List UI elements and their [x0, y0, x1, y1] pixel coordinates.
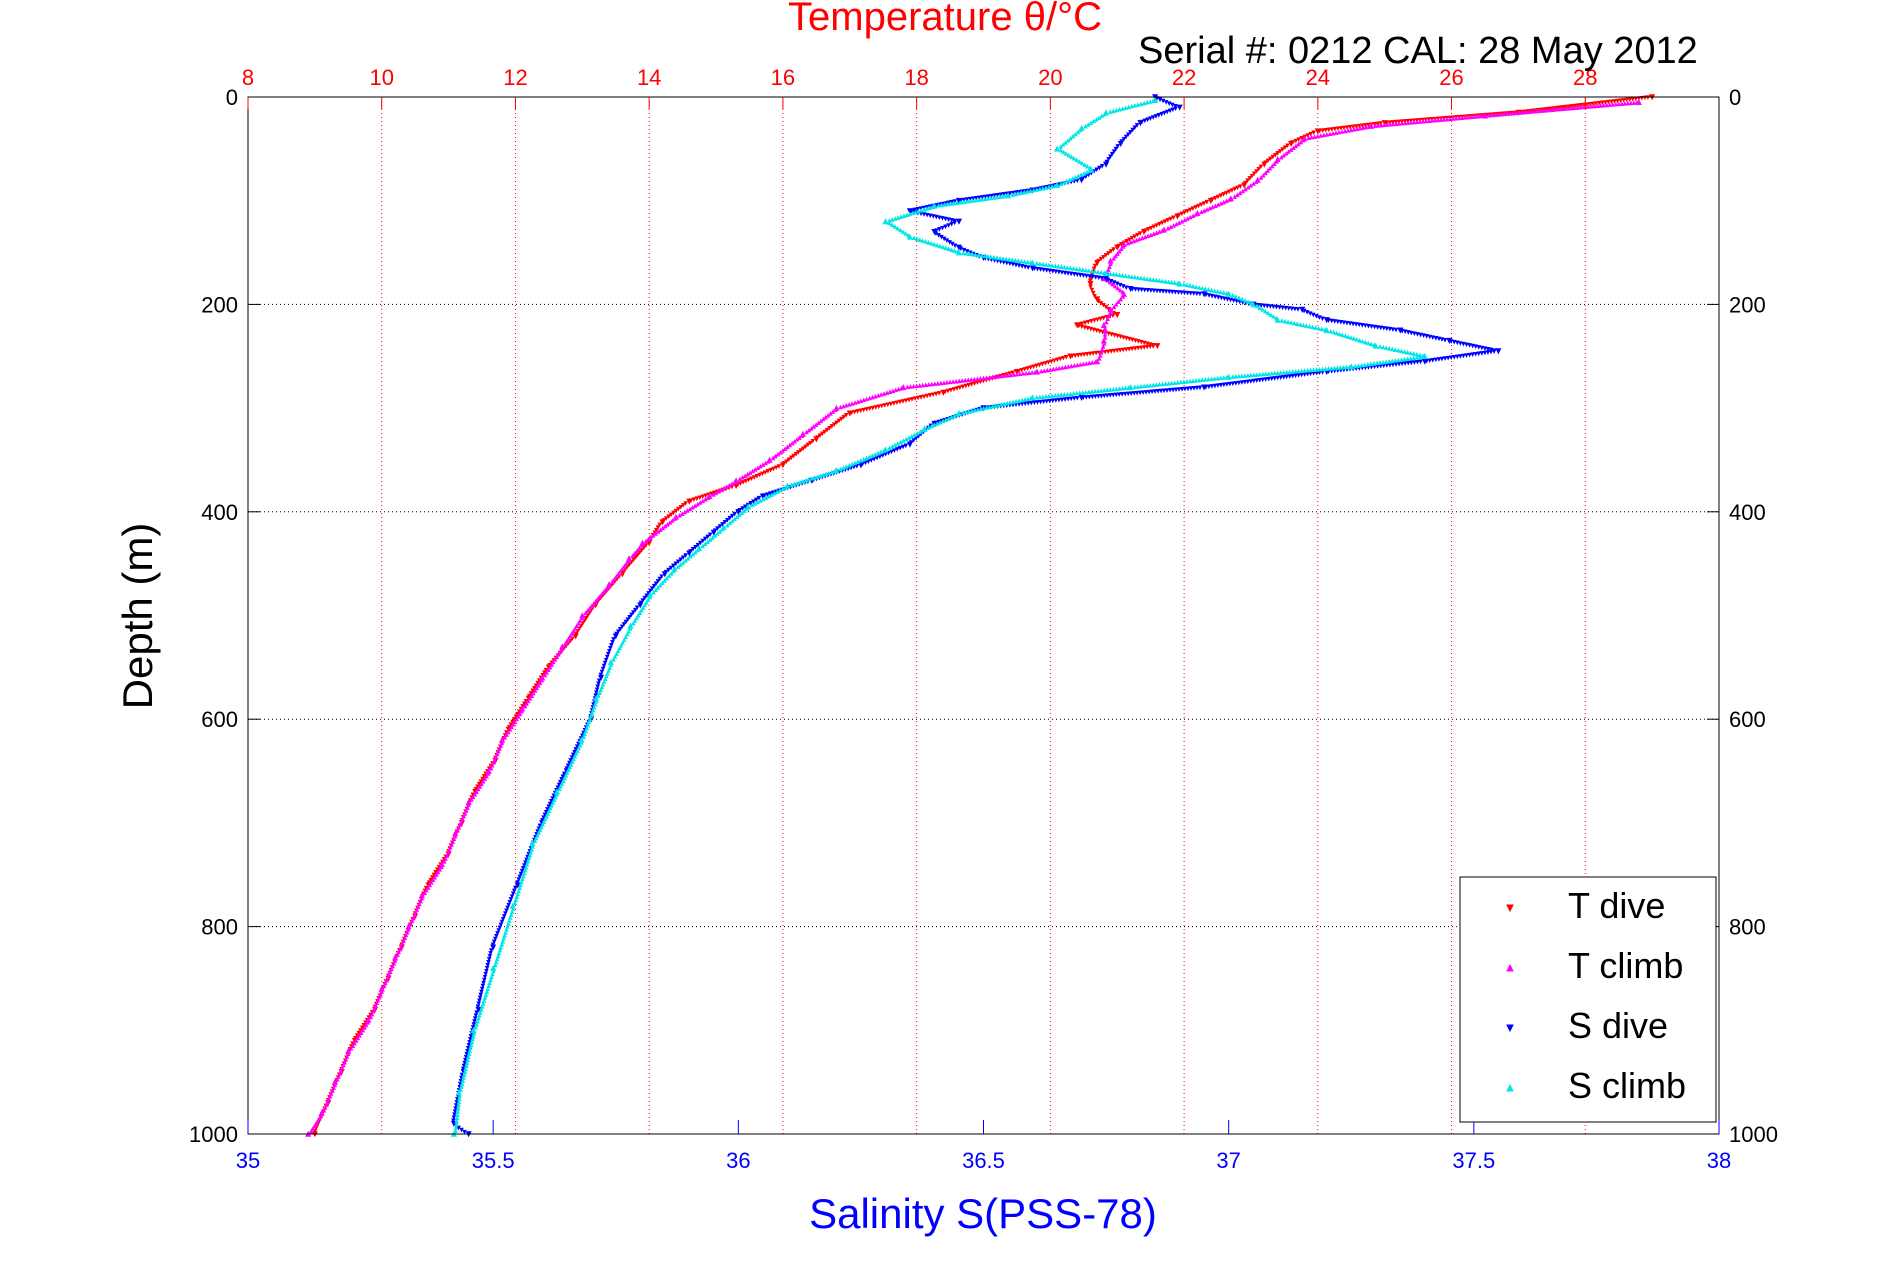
- serial-annotation: Serial #: 0212 CAL: 28 May 2012: [1138, 30, 1698, 72]
- legend-marker: [1506, 1024, 1514, 1033]
- tick-label-depth-right: 600: [1729, 707, 1766, 732]
- tick-label-salinity: 36.5: [962, 1148, 1005, 1173]
- data-point: [882, 218, 889, 225]
- tick-label-depth-right: 800: [1729, 915, 1766, 940]
- legend: T dive T climb S dive S climb: [1459, 876, 1717, 1123]
- ticks-layer: 8 10 12 14 16 18 20 22 24 26 28 35 35.5 36 36.5 37 37.5 3…: [189, 65, 1778, 1173]
- data-point-fill: [453, 98, 1426, 1133]
- tick-label-salinity: 35.5: [472, 1148, 515, 1173]
- grid-layer: [248, 97, 1719, 1134]
- tick-label-depth-left: 800: [201, 915, 238, 940]
- chart-title: Temperature θ/°C: [788, 0, 1102, 39]
- series-t-dive: [311, 94, 1656, 1138]
- tick-label-temp: 8: [242, 65, 254, 90]
- x-bottom-label: Salinity S(PSS-78): [809, 1190, 1157, 1237]
- tick-label-temp: 16: [771, 65, 795, 90]
- legend-label: T dive: [1568, 885, 1665, 926]
- data-point: [1054, 145, 1061, 152]
- tick-label-salinity: 37.5: [1452, 1148, 1495, 1173]
- series-s-climb: [450, 96, 1428, 1137]
- data-point-fill: [308, 99, 1640, 1134]
- tick-label-depth-left: 1000: [189, 1122, 238, 1147]
- tick-label-depth-right: 400: [1729, 500, 1766, 525]
- data-point: [1114, 311, 1121, 319]
- series-t-climb: [305, 98, 1642, 1137]
- tick-label-salinity: 35: [236, 1148, 260, 1173]
- series-layer: [305, 94, 1656, 1138]
- tick-label-temp: 14: [637, 65, 661, 90]
- tick-label-temp: 22: [1172, 65, 1196, 90]
- tick-label-salinity: 36: [726, 1148, 750, 1173]
- legend-items: T dive T climb S dive S climb: [1506, 885, 1686, 1106]
- tick-label-depth-right: 200: [1729, 292, 1766, 317]
- data-point: [955, 218, 963, 225]
- data-point-fill: [451, 96, 1497, 1135]
- tick-label-depth-left: 0: [226, 85, 238, 110]
- y-axis-label: Depth (m): [114, 523, 161, 710]
- legend-label: S climb: [1568, 1065, 1686, 1106]
- data-point: [1495, 348, 1502, 355]
- tick-label-depth-right: 1000: [1729, 1122, 1778, 1147]
- data-point: [626, 555, 633, 562]
- legend-box: [1459, 876, 1717, 1123]
- tick-label-temp: 24: [1306, 65, 1330, 90]
- legend-label: S dive: [1568, 1005, 1668, 1046]
- tick-label-temp: 18: [904, 65, 928, 90]
- tick-label-salinity: 37: [1216, 1148, 1240, 1173]
- tick-label-depth-left: 200: [201, 292, 238, 317]
- tick-label-temp: 20: [1038, 65, 1062, 90]
- tick-label-depth-right: 0: [1729, 85, 1741, 110]
- legend-label: T climb: [1568, 945, 1683, 986]
- tick-label-depth-left: 400: [201, 500, 238, 525]
- series-s-dive: [450, 94, 1502, 1138]
- tick-label-temp: 10: [369, 65, 393, 90]
- tick-label-temp: 12: [503, 65, 527, 90]
- data-point-fill: [312, 95, 1651, 1134]
- legend-marker: [1506, 963, 1514, 972]
- data-point: [1176, 104, 1183, 111]
- legend-marker: [1506, 1083, 1514, 1092]
- data-point: [1154, 343, 1161, 350]
- tick-label-temp: 28: [1573, 65, 1597, 90]
- tick-label-depth-left: 600: [201, 707, 238, 732]
- legend-marker: [1506, 904, 1514, 913]
- tick-label-salinity: 38: [1707, 1148, 1731, 1173]
- tick-label-temp: 26: [1439, 65, 1463, 90]
